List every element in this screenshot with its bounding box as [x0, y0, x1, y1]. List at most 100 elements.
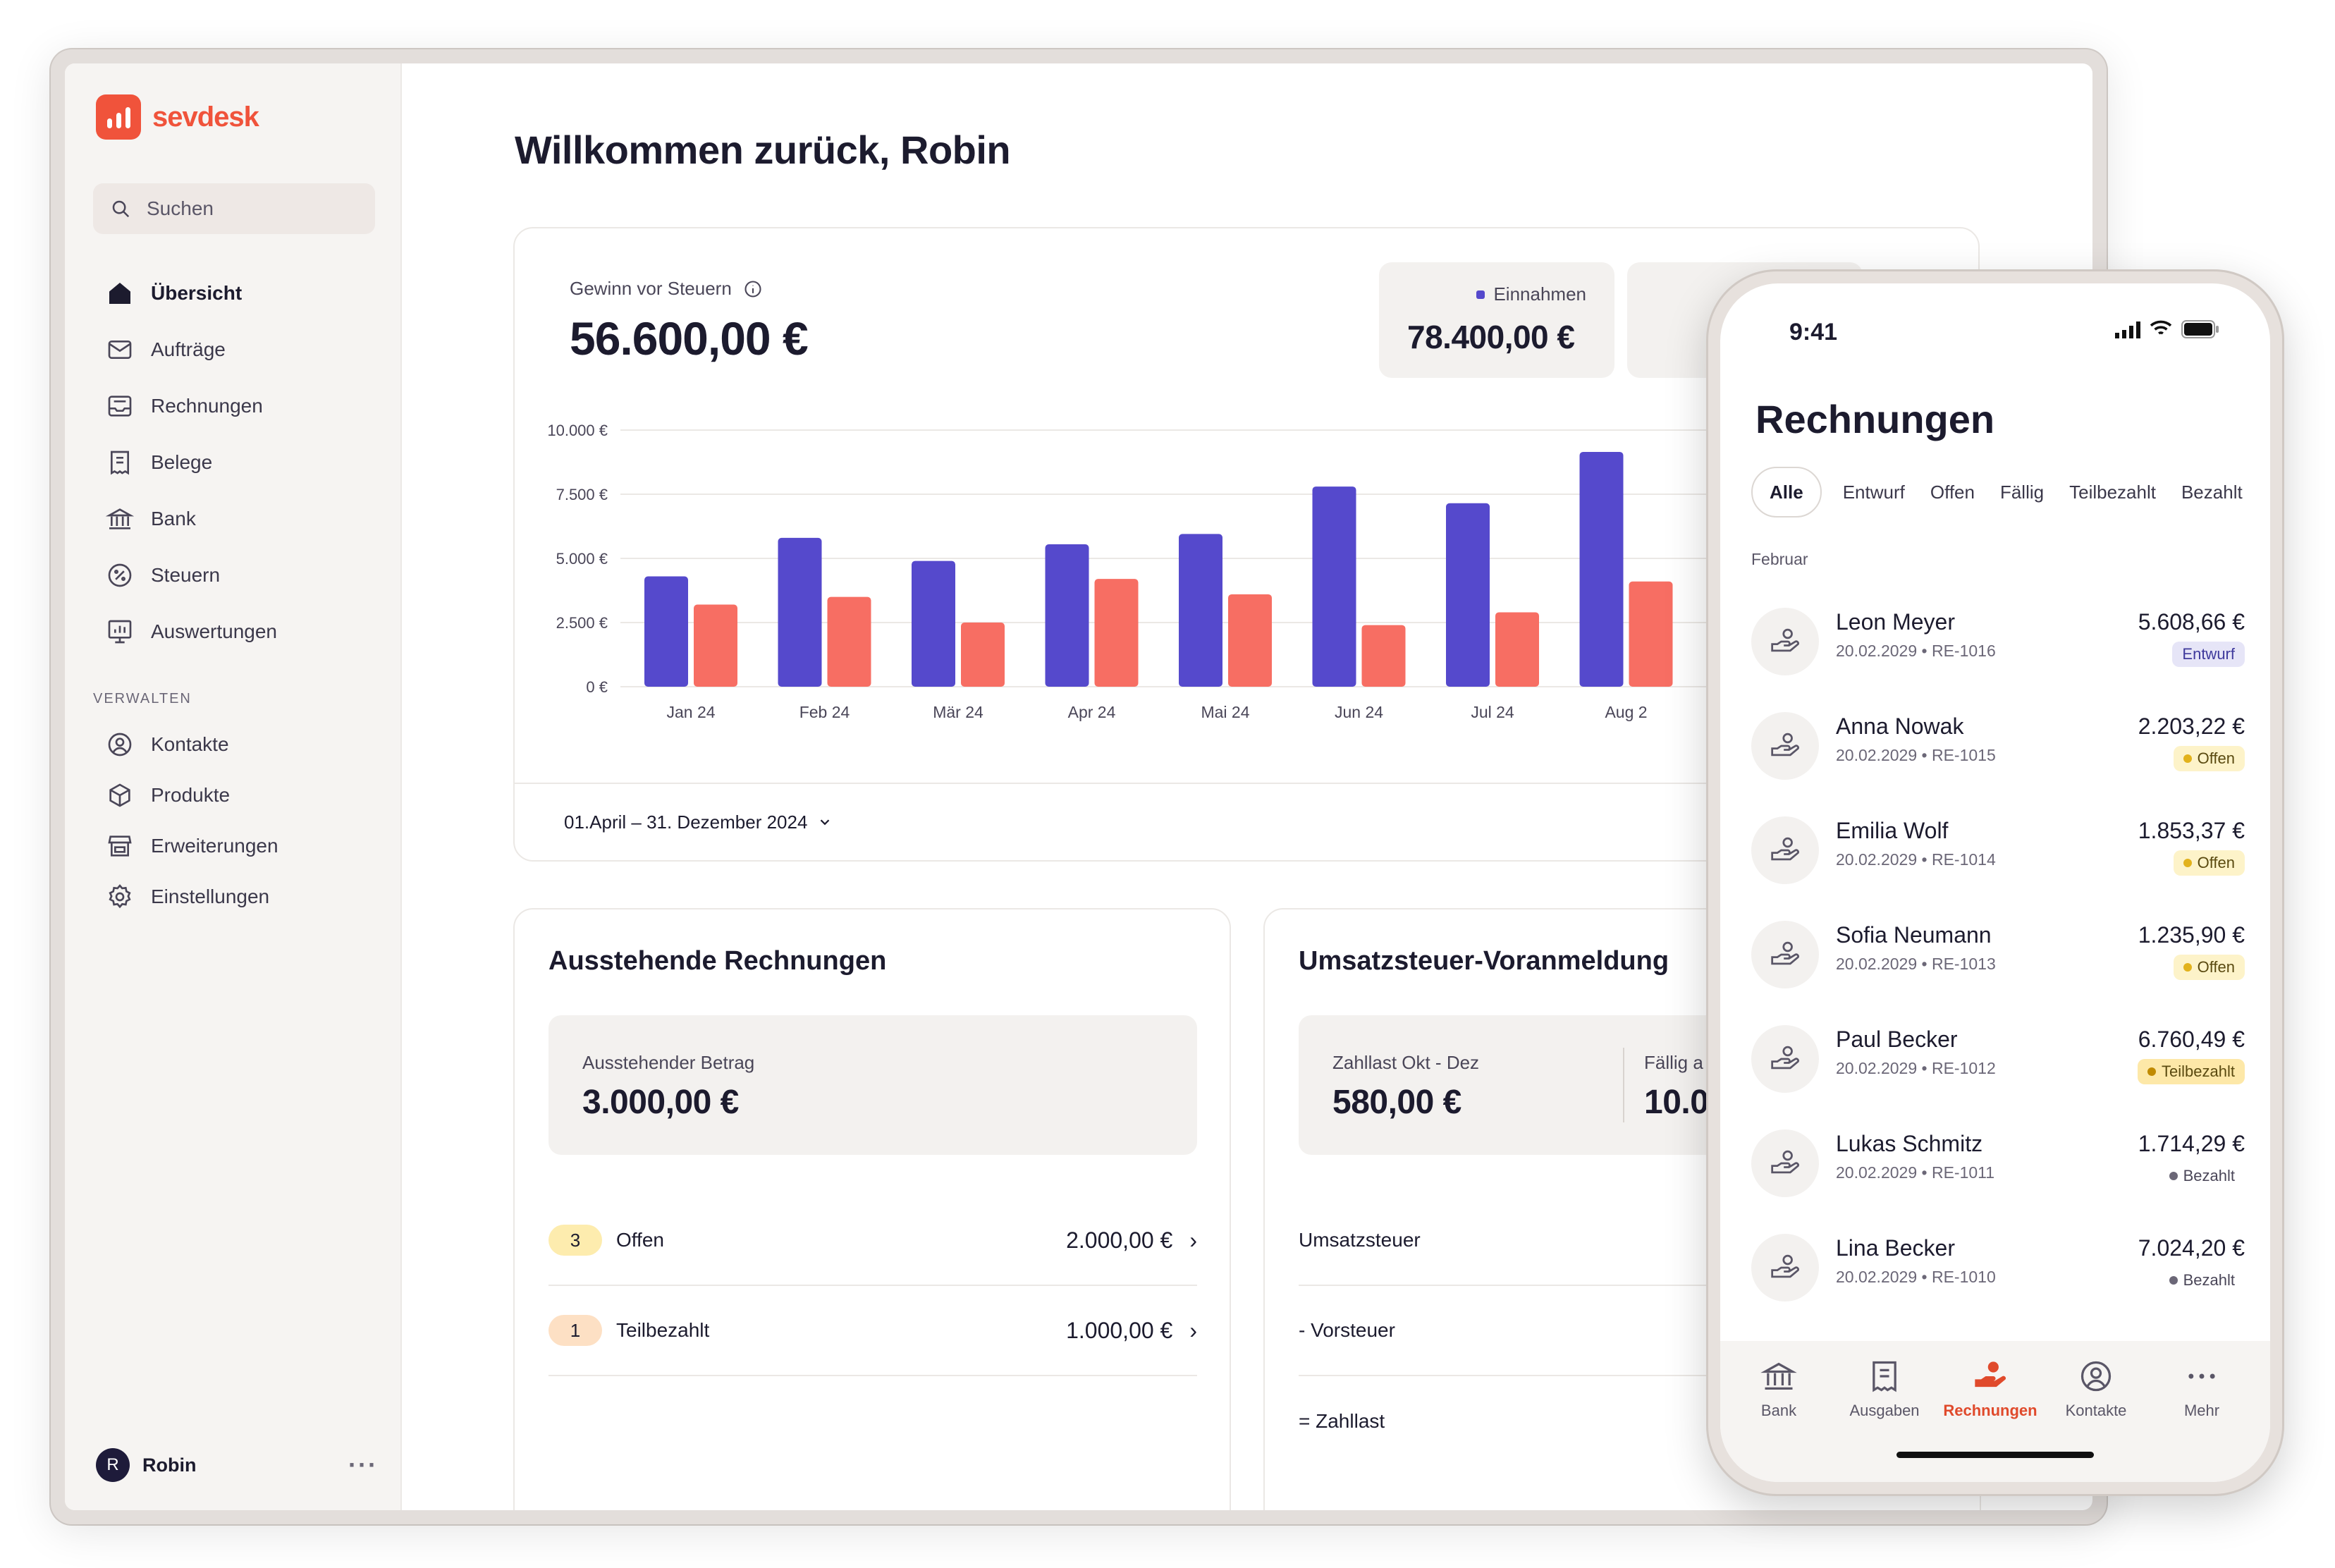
invoice-amount: 1.235,90 €	[2138, 922, 2245, 948]
separator-dot: •	[1917, 746, 1932, 764]
invoice-meta: 20.02.2029 • RE-1010	[1836, 1268, 1996, 1287]
inbox-icon	[108, 396, 132, 417]
invoice-amount: 6.760,49 €	[2138, 1027, 2245, 1052]
nav-item-contacts[interactable]: Kontakte	[93, 719, 375, 770]
search-icon	[112, 200, 130, 218]
y-tick-label: 10.000 €	[547, 422, 608, 439]
income-bar	[1446, 503, 1490, 687]
invoice-date: 20.02.2029	[1836, 746, 1918, 764]
invoice-list-item[interactable]: Paul Becker 20.02.2029 • RE-1012 6.760,49 …	[1751, 1011, 2245, 1115]
invoice-list-item[interactable]: Lukas Schmitz 20.02.2029 • RE-1011 1.714,2…	[1751, 1115, 2245, 1220]
invoice-list-item[interactable]: Lina Becker 20.02.2029 • RE-1010 7.024,20 …	[1751, 1220, 2245, 1324]
outstanding-row-partial[interactable]: 1 Teilbezahlt 1.000,00 € ›	[548, 1286, 1197, 1376]
outstanding-amount-box: Ausstehender Betrag 3.000,00 €	[548, 1015, 1197, 1155]
expense-bar	[1495, 612, 1539, 687]
section-label-manage: VERWALTEN	[93, 691, 192, 706]
filter-chip-partial[interactable]: Teilbezahlt	[2069, 481, 2156, 503]
y-tick-label: 7.500 €	[556, 486, 608, 503]
nav-item-products[interactable]: Produkte	[93, 770, 375, 821]
card-title: Ausstehende Rechnungen	[548, 946, 887, 976]
more-icon	[2188, 1373, 2215, 1379]
expense-bar	[961, 623, 1005, 687]
tab-invoices[interactable]: Rechnungen	[1937, 1358, 2043, 1420]
nav-item-extensions[interactable]: Erweiterungen	[93, 821, 375, 871]
invoice-list-item[interactable]: Leon Meyer 20.02.2029 • RE-1016 5.608,66 €…	[1751, 594, 2245, 698]
invoice-list-item[interactable]: Sofia Neumann 20.02.2029 • RE-1013 1.235,9…	[1751, 907, 2245, 1011]
nav-item-settings[interactable]: Einstellungen	[93, 871, 375, 922]
nav-item-reports[interactable]: Auswertungen	[93, 604, 375, 660]
filter-chip-all[interactable]: Alle	[1751, 467, 1822, 517]
tab-expenses[interactable]: Ausgaben	[1832, 1358, 1937, 1420]
nav-label: Produkte	[151, 784, 231, 806]
tab-bar: Bank Ausgaben Rechnungen Kontakte Mehr	[1720, 1341, 2270, 1482]
nav-label: Auswertungen	[151, 620, 278, 642]
status-dot	[2169, 1172, 2178, 1180]
outstanding-invoices-card: Ausstehende Rechnungen Ausstehender Betr…	[513, 908, 1231, 1510]
filter-chip-draft[interactable]: Entwurf	[1842, 481, 1905, 503]
invoice-date: 20.02.2029	[1836, 1163, 1918, 1182]
more-options-button[interactable]: ···	[348, 1450, 378, 1479]
row-label: Umsatzsteuer	[1299, 1229, 1421, 1251]
sidebar: sevdesk Suchen Übersicht Aufträge Rechnu…	[65, 63, 402, 1510]
nav-item-orders[interactable]: Aufträge	[93, 321, 375, 378]
main-nav: Übersicht Aufträge Rechnungen Belege Ban…	[93, 265, 375, 660]
x-tick-label: Aug 2	[1605, 703, 1647, 721]
nav-label: Steuern	[151, 564, 221, 586]
battery-icon	[2181, 320, 2219, 338]
customer-name: Lukas Schmitz	[1836, 1131, 1983, 1156]
profit-label-row: Gewinn vor Steuern	[570, 278, 763, 300]
info-icon[interactable]	[743, 279, 763, 299]
status-dot	[2169, 1276, 2178, 1285]
invoice-number: RE-1015	[1931, 746, 1996, 764]
expense-bar	[1228, 594, 1272, 687]
invoice-meta: 20.02.2029 • RE-1011	[1836, 1163, 1994, 1182]
status-badge: Offen	[2173, 746, 2245, 771]
status-badge: Bezahlt	[2159, 1268, 2245, 1293]
separator-dot: •	[1917, 955, 1932, 973]
nav-label: Erweiterungen	[151, 835, 278, 857]
nav-item-receipts[interactable]: Belege	[93, 434, 375, 491]
separator-dot: •	[1917, 850, 1932, 869]
x-tick-label: Jun 24	[1335, 703, 1383, 721]
invoice-number: RE-1011	[1931, 1163, 1995, 1182]
date-range-selector[interactable]: 01.April – 31. Dezember 2024	[515, 783, 1978, 860]
vat-row: - Vorsteuer	[1299, 1286, 1947, 1376]
status-badge: Offen	[2173, 955, 2245, 980]
filter-chip-open[interactable]: Offen	[1930, 481, 1975, 503]
nav-item-bank[interactable]: Bank	[93, 491, 375, 547]
user-circle-icon	[2080, 1361, 2112, 1392]
outstanding-amount-label: Ausstehender Betrag	[582, 1052, 755, 1073]
invoice-list-item[interactable]: Emilia Wolf 20.02.2029 • RE-1014 1.853,37 …	[1751, 802, 2245, 907]
filter-chip-due[interactable]: Fällig	[1999, 481, 2045, 503]
nav-item-taxes[interactable]: Steuern	[93, 547, 375, 604]
box-icon	[109, 783, 130, 807]
filter-chip-paid[interactable]: Bezahlt	[2181, 481, 2243, 503]
tab-more[interactable]: Mehr	[2149, 1358, 2255, 1420]
outstanding-row-open[interactable]: 3 Offen 2.000,00 € ›	[548, 1196, 1197, 1286]
income-value: 78.400,00 €	[1407, 319, 1575, 355]
vat-liability-value: 580,00 €	[1332, 1084, 1461, 1121]
nav-label: Belege	[151, 451, 213, 473]
tab-contacts[interactable]: Kontakte	[2043, 1358, 2149, 1420]
receipt-icon	[111, 451, 129, 475]
user-menu[interactable]: R Robin ···	[96, 1448, 378, 1482]
tab-label: Ausgaben	[1849, 1402, 1920, 1419]
bank-icon	[106, 508, 134, 529]
vat-liability-label: Zahllast Okt - Dez	[1332, 1052, 1480, 1073]
income-bar	[1579, 451, 1624, 687]
invoice-date: 20.02.2029	[1836, 850, 1918, 869]
separator-dot: •	[1917, 642, 1932, 660]
outstanding-amount-value: 3.000,00 €	[582, 1084, 739, 1121]
nav-label: Bank	[151, 508, 196, 529]
nav-item-invoices[interactable]: Rechnungen	[93, 378, 375, 434]
logo[interactable]: sevdesk	[96, 94, 259, 140]
tab-bank[interactable]: Bank	[1726, 1358, 1832, 1420]
separator-dot: •	[1917, 1163, 1932, 1182]
month-header: Februar	[1751, 550, 1808, 568]
status-badge: Teilbezahlt	[2138, 1059, 2245, 1084]
search-input[interactable]: Suchen	[93, 183, 375, 234]
invoice-list-item[interactable]: Anna Nowak 20.02.2029 • RE-1015 2.203,22 €…	[1751, 698, 2245, 802]
nav-item-overview[interactable]: Übersicht	[93, 265, 375, 321]
invoice-number: RE-1012	[1931, 1059, 1996, 1077]
income-kpi[interactable]: Einnahmen 78.400,00 €	[1379, 262, 1614, 378]
